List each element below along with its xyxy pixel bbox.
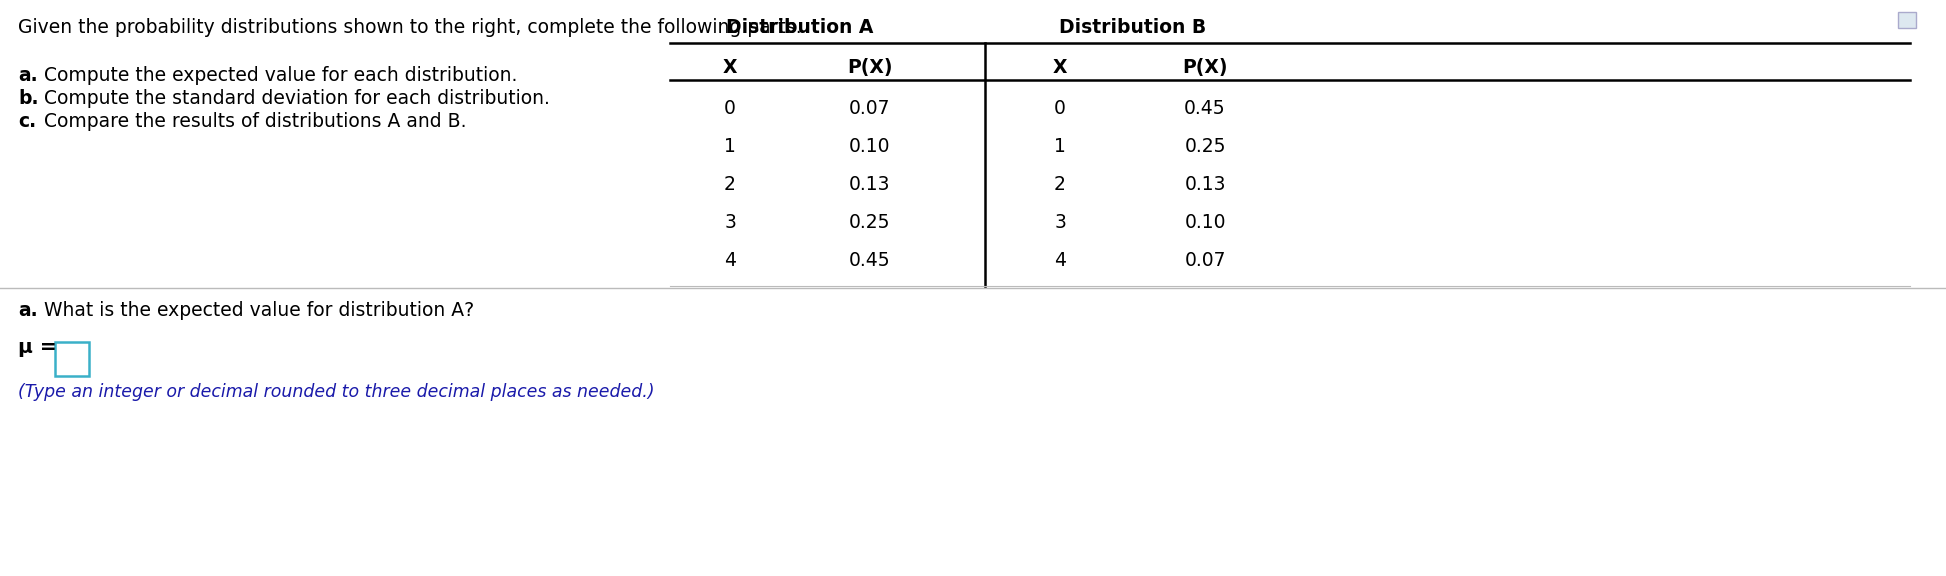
Text: 0.07: 0.07 (848, 99, 891, 118)
Text: 3: 3 (724, 213, 736, 232)
Text: (Type an integer or decimal rounded to three decimal places as needed.): (Type an integer or decimal rounded to t… (18, 383, 654, 401)
Text: Given the probability distributions shown to the right, complete the following p: Given the probability distributions show… (18, 18, 802, 37)
Text: 0.07: 0.07 (1185, 251, 1226, 270)
Text: 2: 2 (724, 175, 736, 194)
Text: c.: c. (18, 112, 37, 131)
Text: 2: 2 (1055, 175, 1066, 194)
Text: X: X (722, 58, 738, 77)
Text: b.: b. (18, 89, 39, 108)
Text: 0.13: 0.13 (1185, 175, 1226, 194)
Text: Distribution B: Distribution B (1059, 18, 1207, 37)
Text: X: X (1053, 58, 1066, 77)
Text: a.: a. (18, 301, 37, 320)
Text: μ =: μ = (18, 338, 56, 357)
Text: 0: 0 (1055, 99, 1066, 118)
Text: 1: 1 (724, 137, 736, 156)
Text: 3: 3 (1055, 213, 1066, 232)
Text: Compare the results of distributions A and B.: Compare the results of distributions A a… (39, 112, 467, 131)
Text: 0.13: 0.13 (848, 175, 891, 194)
Text: 0.10: 0.10 (1185, 213, 1226, 232)
Bar (1897, 12, 1917, 28)
Text: P(X): P(X) (847, 58, 893, 77)
Text: 0.25: 0.25 (848, 213, 891, 232)
Text: Compute the standard deviation for each distribution.: Compute the standard deviation for each … (39, 89, 551, 108)
Text: a.: a. (18, 66, 37, 85)
Bar (54, 342, 90, 376)
Text: 0: 0 (724, 99, 736, 118)
Text: 1: 1 (1055, 137, 1066, 156)
Text: P(X): P(X) (1183, 58, 1228, 77)
Text: Compute the expected value for each distribution.: Compute the expected value for each dist… (39, 66, 518, 85)
Text: Distribution A: Distribution A (726, 18, 874, 37)
Text: 0.10: 0.10 (848, 137, 891, 156)
Text: 4: 4 (1055, 251, 1066, 270)
Text: 0.25: 0.25 (1185, 137, 1226, 156)
Text: 0.45: 0.45 (848, 251, 891, 270)
Text: 0.45: 0.45 (1185, 99, 1226, 118)
Text: What is the expected value for distribution A?: What is the expected value for distribut… (39, 301, 475, 320)
Text: 4: 4 (724, 251, 736, 270)
